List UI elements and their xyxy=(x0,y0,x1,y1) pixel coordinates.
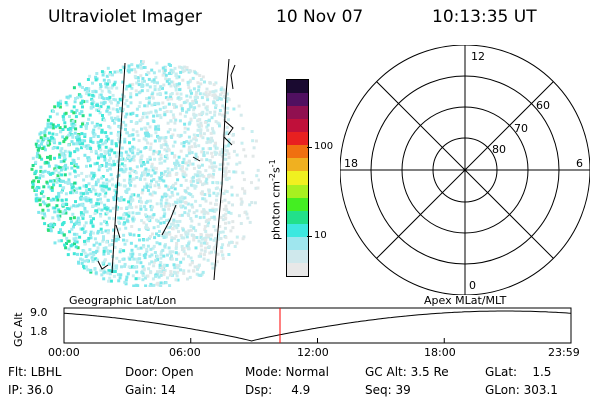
colorbar-segment xyxy=(287,119,308,133)
geographic-caption: Geographic Lat/Lon xyxy=(69,294,177,307)
colorbar-tick-100 xyxy=(307,147,312,148)
timeline-frame xyxy=(63,307,572,344)
colorbar-label: photon cm-2s-1 xyxy=(268,159,283,240)
x-tick-00-00: 00:00 xyxy=(48,346,80,359)
orbit-altitude-plot xyxy=(63,307,572,344)
gain-info: Gain: 14 xyxy=(125,383,176,397)
filter-info: Flt: LBHL xyxy=(8,365,62,379)
instrument-title: Ultraviolet Imager xyxy=(48,7,202,27)
auroral-image xyxy=(30,58,260,287)
lat-label-60: 60 xyxy=(536,99,550,112)
x-tick-23-59: 23:59 xyxy=(548,346,580,359)
colorbar-tick-label-100: 100 xyxy=(314,141,334,152)
colorbar-segment xyxy=(287,262,308,276)
altitude-curve xyxy=(63,310,572,342)
date-label: 10 Nov 07 xyxy=(276,7,364,27)
x-tick-18-00: 18:00 xyxy=(424,346,456,359)
lat-label-80: 80 xyxy=(492,143,506,156)
colorbar-segment xyxy=(287,249,308,263)
colorbar xyxy=(286,79,309,277)
glat-info: GLat: 1.5 xyxy=(485,365,552,379)
dsp-info: Dsp: 4.9 xyxy=(245,383,311,397)
colorbar-segment xyxy=(287,210,308,224)
timeline-y-tick-9: 9.0 xyxy=(30,306,48,319)
gc-alt-info: GC Alt: 3.5 Re xyxy=(365,365,449,379)
glon-info: GLon: 303.1 xyxy=(485,383,558,397)
ip-info: IP: 36.0 xyxy=(8,383,54,397)
colorbar-tick-label-10: 10 xyxy=(314,230,327,241)
x-tick-12-00: 12:00 xyxy=(297,346,329,359)
colorbar-segment xyxy=(287,236,308,250)
polar-grid: 12 6 0 18 60 70 80 xyxy=(340,45,590,295)
colorbar-segment xyxy=(287,197,308,211)
colorbar-segment xyxy=(287,158,308,172)
colorbar-segment xyxy=(287,223,308,237)
colorbar-segment xyxy=(287,184,308,198)
lat-label-70: 70 xyxy=(514,122,528,135)
colorbar-segment xyxy=(287,93,308,107)
colorbar-segment xyxy=(287,132,308,146)
colorbar-segment xyxy=(287,145,308,159)
x-tick-06-00: 06:00 xyxy=(169,346,201,359)
time-label: 10:13:35 UT xyxy=(432,7,537,27)
mlt-label-18: 18 xyxy=(344,157,358,170)
colorbar-segment xyxy=(287,80,308,94)
mlt-label-12: 12 xyxy=(471,50,485,63)
colorbar-segment xyxy=(287,171,308,185)
mlt-label-0: 0 xyxy=(469,279,476,292)
timeline-y-tick-1-8: 1.8 xyxy=(30,325,48,338)
colorbar-tick-10 xyxy=(307,236,312,237)
apex-caption: Apex MLat/MLT xyxy=(424,294,507,307)
colorbar-segment xyxy=(287,106,308,120)
geographic-grid-lines xyxy=(97,58,236,281)
timeline-y-label: GC Alt xyxy=(12,312,25,347)
door-info: Door: Open xyxy=(125,365,194,379)
seq-info: Seq: 39 xyxy=(365,383,411,397)
polar-diagonal-2 xyxy=(376,81,554,259)
mode-info: Mode: Normal xyxy=(245,365,329,379)
mlt-label-6: 6 xyxy=(576,157,583,170)
